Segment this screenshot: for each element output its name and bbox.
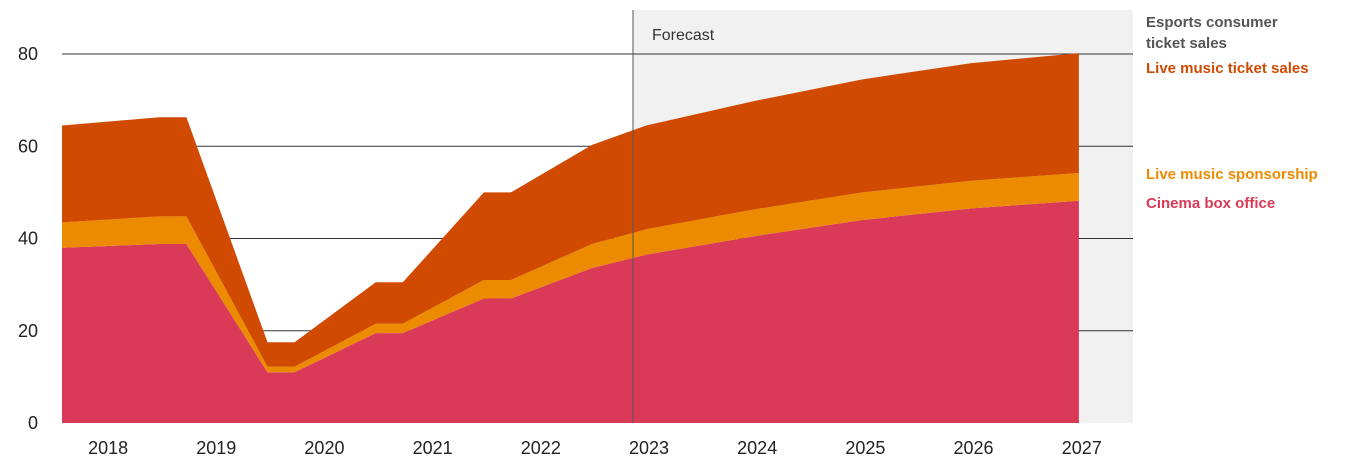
legend: Esports consumer ticket sales Live music… xyxy=(1146,14,1318,212)
legend-esports-line2: ticket sales xyxy=(1146,35,1227,52)
x-tick-2022: 2022 xyxy=(521,438,561,458)
legend-esports-line1: Esports consumer xyxy=(1146,14,1278,31)
forecast-label: Forecast xyxy=(652,27,715,44)
legend-live-music-sponsorship: Live music sponsorship xyxy=(1146,166,1318,183)
x-axis: 2018 2019 2020 2021 2022 2023 2024 2025 2026 2027 xyxy=(88,438,1102,458)
legend-live-music-ticket-sales: Live music ticket sales xyxy=(1146,60,1309,77)
x-tick-2027: 2027 xyxy=(1062,438,1102,458)
y-tick-40: 40 xyxy=(18,229,38,249)
y-tick-0: 0 xyxy=(28,413,38,433)
area-live-music-ticket-sales xyxy=(62,53,1079,367)
area-live-music-sponsorship xyxy=(62,173,1079,373)
x-tick-2024: 2024 xyxy=(737,438,777,458)
y-tick-20: 20 xyxy=(18,321,38,341)
x-tick-2023: 2023 xyxy=(629,438,669,458)
y-tick-80: 80 xyxy=(18,44,38,64)
x-tick-2026: 2026 xyxy=(954,438,994,458)
x-tick-2018: 2018 xyxy=(88,438,128,458)
x-tick-2021: 2021 xyxy=(413,438,453,458)
x-tick-2020: 2020 xyxy=(304,438,344,458)
x-tick-2019: 2019 xyxy=(196,438,236,458)
legend-cinema-box-office: Cinema box office xyxy=(1146,195,1275,212)
area-cinema-box-office xyxy=(62,200,1079,423)
x-tick-2025: 2025 xyxy=(845,438,885,458)
areas xyxy=(62,53,1079,423)
y-tick-60: 60 xyxy=(18,136,38,156)
y-axis: 0 20 40 60 80 xyxy=(18,44,38,433)
